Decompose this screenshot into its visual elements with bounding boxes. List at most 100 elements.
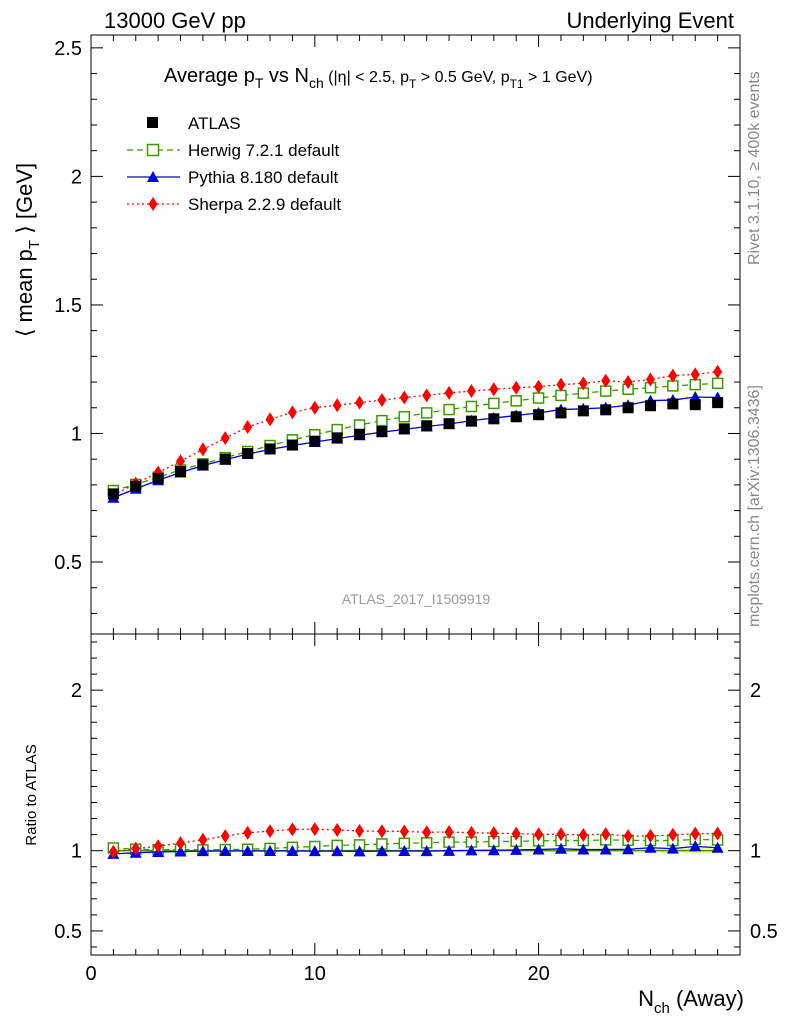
main-point-atlas xyxy=(242,448,254,460)
ratio-point-sherpa xyxy=(690,826,700,841)
main-point-sherpa xyxy=(511,380,521,395)
ratio-point-pythia xyxy=(689,840,702,852)
ratio-point-pythia xyxy=(599,843,612,855)
ratio-y-axis-label: Ratio to ATLAS xyxy=(23,744,40,845)
main-point-sherpa xyxy=(556,377,566,392)
ratio-point-pythia xyxy=(420,845,433,857)
ratio-point-sherpa xyxy=(556,827,566,842)
main-y-tick-label: 2.5 xyxy=(54,38,82,60)
ratio-point-sherpa xyxy=(310,822,320,837)
ratio-point-sherpa xyxy=(511,826,521,841)
ratio-y-tick-label: 2 xyxy=(71,680,82,702)
main-point-atlas xyxy=(331,432,343,444)
main-point-herwig xyxy=(711,377,724,390)
ratio-y-tick-label: 0.5 xyxy=(54,921,82,943)
main-point-atlas xyxy=(555,407,567,419)
main-point-herwig xyxy=(420,407,433,419)
legend: ATLAS Herwig 7.2.1 default Pythia 8.180 … xyxy=(127,114,341,214)
main-point-sherpa xyxy=(332,398,342,413)
ratio-y-tick-label-right: 0.5 xyxy=(750,921,778,943)
main-point-herwig xyxy=(465,400,478,413)
main-point-atlas xyxy=(398,423,410,435)
xlabel-part: (Away) xyxy=(670,986,744,1011)
main-point-atlas xyxy=(510,411,522,423)
main-line-pythia xyxy=(113,396,718,499)
main-point-herwig xyxy=(532,392,545,404)
title-sub: T xyxy=(255,75,264,91)
main-point-sherpa xyxy=(489,382,499,397)
ratio-point-pythia xyxy=(174,845,187,857)
main-point-sherpa xyxy=(220,431,230,446)
legend-label-herwig: Herwig 7.2.1 default xyxy=(188,141,339,160)
ratio-point-pythia xyxy=(375,845,388,857)
ratio-point-sherpa xyxy=(243,825,253,840)
ratio-point-pythia xyxy=(577,843,590,855)
main-point-herwig xyxy=(443,403,455,416)
ratio-point-pythia xyxy=(264,844,277,856)
ratio-point-pythia xyxy=(487,844,500,856)
ratio-point-sherpa xyxy=(108,844,118,859)
ratio-point-pythia xyxy=(711,841,724,853)
ratio-line-sherpa xyxy=(113,828,718,853)
ratio-point-sherpa xyxy=(422,825,432,840)
main-point-atlas xyxy=(286,439,298,451)
ylabel-part: ⟩ [GeV] xyxy=(12,163,37,240)
ratio-line-herwig xyxy=(113,838,718,851)
main-line-sherpa xyxy=(113,371,718,496)
main-point-sherpa xyxy=(534,379,544,394)
header-right-label: Underlying Event xyxy=(566,8,734,33)
ratio-point-pythia xyxy=(554,842,567,854)
legend-marker-herwig xyxy=(146,143,160,157)
ratio-point-sherpa xyxy=(131,841,141,856)
ratio-point-sherpa xyxy=(355,823,365,838)
main-y-tick-label: 1.5 xyxy=(54,295,82,317)
main-point-sherpa xyxy=(645,372,655,387)
ratio-point-sherpa xyxy=(466,825,476,840)
ratio-point-sherpa xyxy=(601,827,611,842)
main-point-atlas xyxy=(264,443,276,455)
ratio-point-sherpa xyxy=(332,822,342,837)
ylabel-sub: T xyxy=(26,240,43,249)
main-point-atlas xyxy=(130,480,142,492)
ratio-point-sherpa xyxy=(578,827,588,842)
ratio-point-pythia xyxy=(465,844,478,856)
main-point-atlas xyxy=(107,488,119,500)
xlabel-part: N xyxy=(638,986,654,1011)
title-part: vs N xyxy=(263,65,309,87)
legend-label-pythia: Pythia 8.180 default xyxy=(188,168,339,187)
ratio-point-sherpa xyxy=(265,824,275,839)
main-y-tick-label: 1 xyxy=(71,423,82,445)
ratio-point-pythia xyxy=(532,843,545,855)
title-part: > 1 GeV) xyxy=(524,69,593,86)
main-y-tick-label: 0.5 xyxy=(54,552,82,574)
legend-label-atlas: ATLAS xyxy=(188,114,241,133)
main-point-atlas xyxy=(689,399,701,411)
ratio-point-pythia xyxy=(622,843,635,855)
main-line-herwig xyxy=(113,382,718,492)
main-point-atlas xyxy=(175,466,187,478)
title-part: (|η| < 2.5, p xyxy=(324,69,409,86)
title-part: Average p xyxy=(164,65,255,87)
ratio-point-pythia xyxy=(219,844,232,856)
main-point-herwig xyxy=(353,419,366,431)
ratio-point-sherpa xyxy=(668,827,678,842)
main-point-herwig xyxy=(376,414,388,427)
main-point-sherpa xyxy=(265,412,275,427)
ratio-point-sherpa xyxy=(176,836,186,851)
main-point-atlas xyxy=(488,413,500,425)
main-point-atlas xyxy=(712,397,724,409)
ratio-point-pythia xyxy=(443,844,456,856)
ratio-point-sherpa xyxy=(444,825,454,840)
ratio-point-sherpa xyxy=(713,826,723,841)
ratio-line-pythia xyxy=(113,845,718,855)
title-sub: ch xyxy=(309,75,324,91)
main-point-sherpa xyxy=(623,375,633,390)
ylabel-part: ⟨ mean p xyxy=(12,249,37,337)
ratio-point-pythia xyxy=(331,845,344,857)
main-point-atlas xyxy=(667,398,679,410)
main-point-sherpa xyxy=(176,454,186,469)
legend-marker-pythia xyxy=(147,171,159,182)
ratio-point-sherpa xyxy=(377,824,387,839)
title-sub: T1 xyxy=(510,77,524,91)
